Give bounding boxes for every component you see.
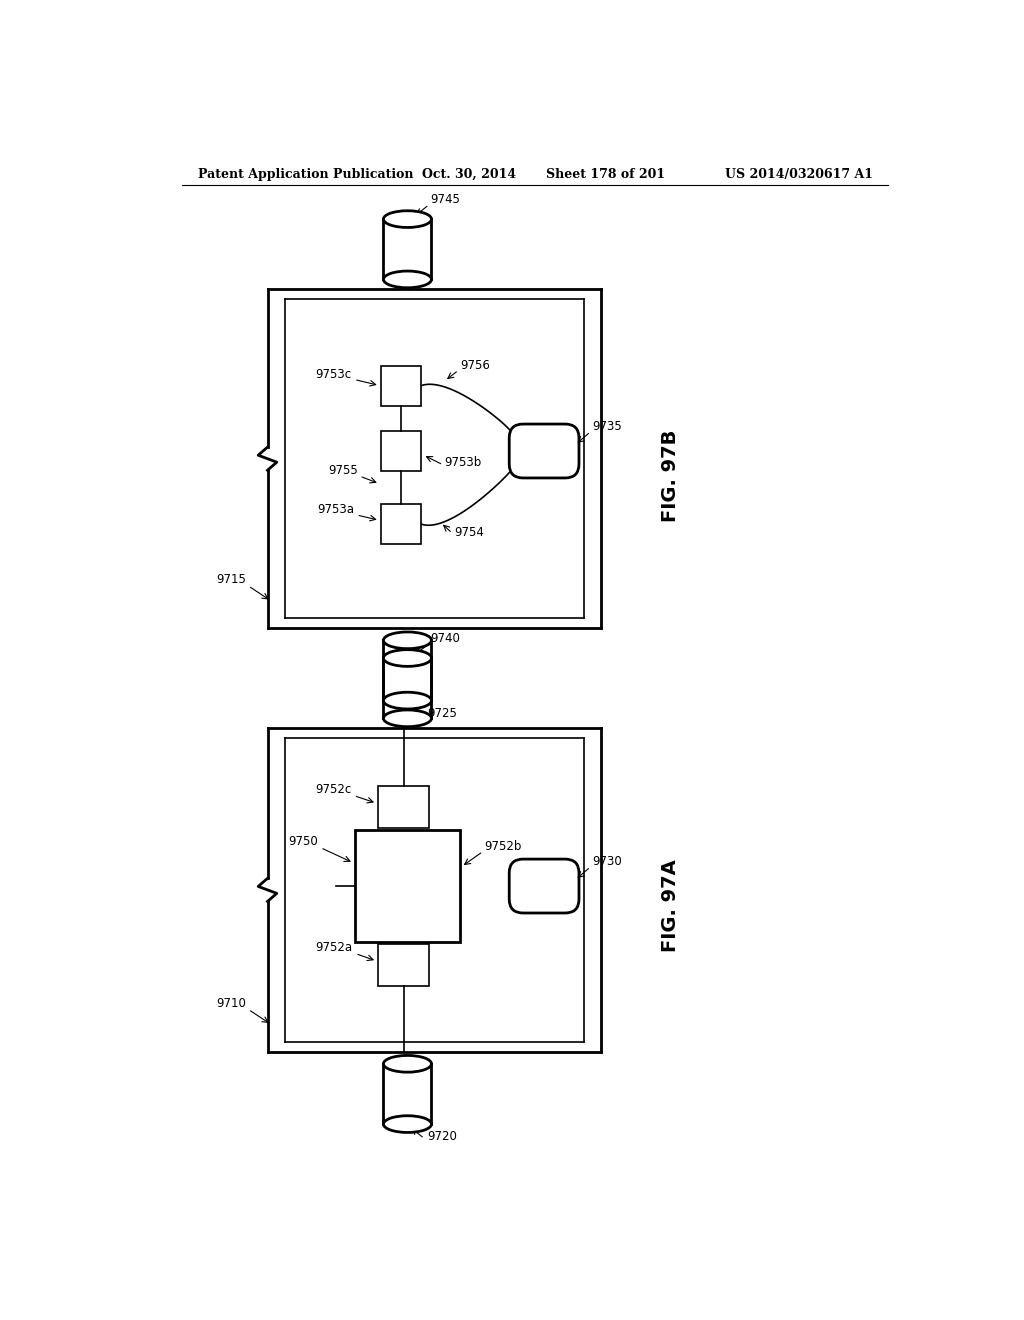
FancyBboxPatch shape [509, 859, 579, 913]
Text: 9725: 9725 [427, 706, 457, 719]
Text: 9754: 9754 [454, 525, 483, 539]
Ellipse shape [383, 1056, 431, 1072]
Bar [383, 657, 431, 718]
Text: 9756: 9756 [460, 359, 490, 372]
Text: FIG. 97A: FIG. 97A [662, 859, 680, 953]
Bar [381, 432, 422, 471]
Ellipse shape [383, 211, 431, 227]
Text: 9715: 9715 [216, 573, 246, 586]
Text: Sheet 178 of 201: Sheet 178 of 201 [547, 168, 666, 181]
Text: 9740: 9740 [431, 632, 461, 645]
Text: US 2014/0320617 A1: US 2014/0320617 A1 [725, 168, 872, 181]
Bar [379, 944, 429, 986]
Bar [355, 830, 460, 942]
Bar [381, 504, 422, 544]
Ellipse shape [383, 710, 431, 726]
Bar [381, 366, 422, 405]
Text: 9750: 9750 [288, 836, 318, 849]
Bar [383, 640, 431, 701]
Text: 9753c: 9753c [315, 368, 351, 381]
Text: Oct. 30, 2014: Oct. 30, 2014 [423, 168, 517, 181]
Text: 9752c: 9752c [315, 783, 351, 796]
Text: 9735: 9735 [592, 420, 622, 433]
Ellipse shape [383, 1115, 431, 1133]
Text: 9720: 9720 [427, 1130, 457, 1143]
Ellipse shape [383, 692, 431, 709]
Bar [383, 219, 431, 280]
Text: 9753a: 9753a [317, 503, 354, 516]
Text: 9752a: 9752a [315, 941, 353, 954]
Bar [379, 785, 429, 829]
Text: 9730: 9730 [592, 855, 622, 869]
Text: Patent Application Publication: Patent Application Publication [198, 168, 414, 181]
Text: 9755: 9755 [328, 465, 357, 478]
Text: 9752b: 9752b [484, 840, 522, 853]
Text: 9753b: 9753b [444, 457, 482, 470]
Text: 9710: 9710 [216, 997, 246, 1010]
Bar [383, 1064, 431, 1125]
Text: 9745: 9745 [431, 193, 461, 206]
Ellipse shape [383, 632, 431, 648]
FancyBboxPatch shape [509, 424, 579, 478]
Ellipse shape [383, 649, 431, 667]
Text: FIG. 97B: FIG. 97B [662, 429, 680, 521]
Ellipse shape [383, 271, 431, 288]
